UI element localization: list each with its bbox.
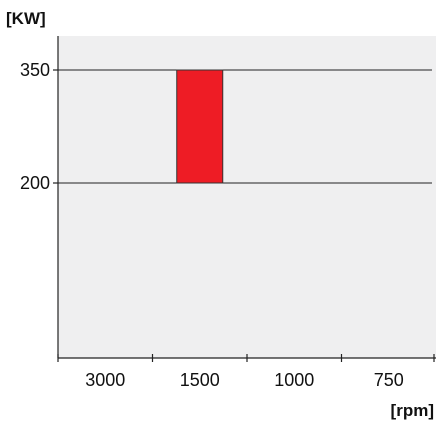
grid-lines <box>58 69 432 184</box>
x-ticks: 3000 1500 1000 750 <box>57 354 435 390</box>
x-tick-label: 750 <box>374 370 404 390</box>
x-tick-label: 1000 <box>274 370 314 390</box>
y-axis-label: [KW] <box>6 9 46 28</box>
x-tick-label: 1500 <box>180 370 220 390</box>
y-tick-label: 200 <box>20 173 50 193</box>
bars <box>176 69 224 184</box>
x-tick-label: 3000 <box>85 370 125 390</box>
plot-area <box>58 36 436 358</box>
x-axis-label: [rpm] <box>391 401 434 420</box>
bar-1500 <box>176 69 224 184</box>
y-tick-label: 350 <box>20 60 50 80</box>
y-ticks: 350 200 <box>20 60 58 193</box>
